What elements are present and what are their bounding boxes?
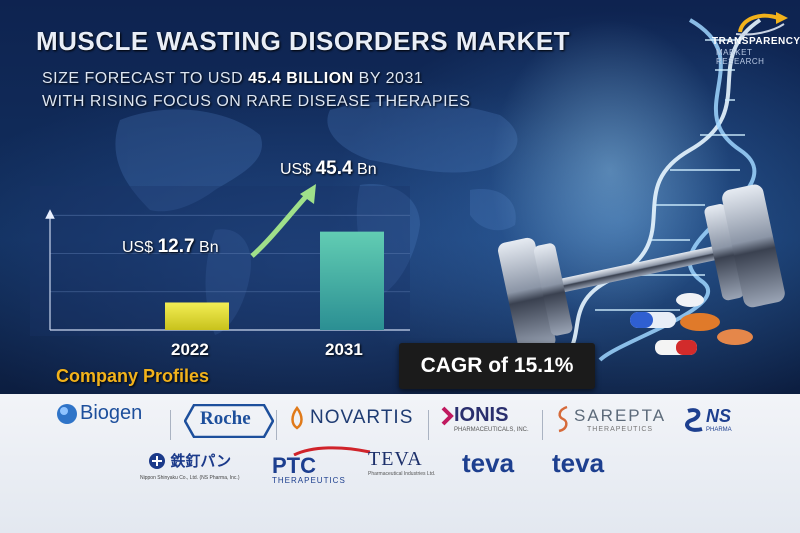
ns-pharma-icon (685, 407, 703, 432)
logo-teva: teva (462, 448, 515, 478)
growth-arrow-icon (735, 12, 788, 36)
logo-ionis: IONIS PHARMACEUTICALS, INC. (440, 404, 529, 433)
brand-tagline: MARKET RESEARCH (716, 48, 765, 66)
bar-2022 (165, 302, 229, 330)
bar-value-label-2022: US$ 12.7 Bn (122, 236, 219, 257)
logo-roche: Roche (184, 404, 274, 438)
roche-hexagon-icon (184, 404, 274, 438)
cagr-badge: CAGR of 15.1% (399, 343, 595, 389)
subtitle-line-1: SIZE FORECAST TO USD 45.4 BILLION BY 203… (42, 70, 423, 88)
biogen-icon (57, 403, 77, 424)
divider (542, 410, 543, 440)
bar-2031 (320, 231, 384, 330)
growth-arrow (250, 190, 312, 258)
logo-ptc: PTC THERAPEUTICS (272, 446, 372, 485)
novartis-flame-icon (291, 406, 303, 430)
subtitle-prefix: SIZE FORECAST TO USD (42, 70, 244, 87)
divider (428, 410, 429, 440)
logo-teva-pharmaceutical: TEVA Pharmaceutical Industries Ltd. (368, 448, 436, 477)
page-title: MUSCLE WASTING DISORDERS MARKET (36, 26, 571, 56)
company-profiles-heading: Company Profiles (56, 366, 210, 386)
subtitle-line-2: WITH RISING FOCUS ON RARE DISEASE THERAP… (42, 93, 471, 110)
nippon-shinyaku-icon (149, 452, 166, 469)
subtitle-value: 45.4 BILLION (248, 70, 354, 87)
growth-arrow-head (300, 184, 316, 204)
x-tick-label-2031: 2031 (325, 340, 363, 359)
divider (170, 410, 171, 440)
sarepta-s-icon (558, 405, 568, 433)
bar-value-label-2031: US$ 45.4 Bn (280, 158, 377, 179)
logo-sarepta: SAREPTA THERAPEUTICS (556, 404, 666, 434)
brand-logo: TRANSPARENCY MARKET RESEARCH (712, 10, 800, 70)
company-logos-strip (0, 394, 800, 533)
x-tick-label-2022: 2022 (171, 340, 209, 359)
ptc-arc-icon (293, 446, 371, 456)
logo-biogen: Biogen (56, 402, 142, 425)
divider (276, 410, 277, 440)
ionis-icon (441, 406, 454, 425)
logo-novartis: NOVARTIS (288, 406, 413, 430)
logo-teva: teva (552, 448, 605, 478)
subtitle-suffix: BY 2031 (358, 70, 424, 87)
brand-name: TRANSPARENCY (712, 36, 800, 47)
logo-ns-pharma: NS PHARMA (684, 406, 732, 433)
logo-nippon-shinyaku: 鉄釘パン Nippon Shinyaku Co., Ltd. (NS Pharm… (140, 452, 240, 481)
pills-icon (630, 293, 753, 355)
market-size-chart (30, 184, 410, 336)
